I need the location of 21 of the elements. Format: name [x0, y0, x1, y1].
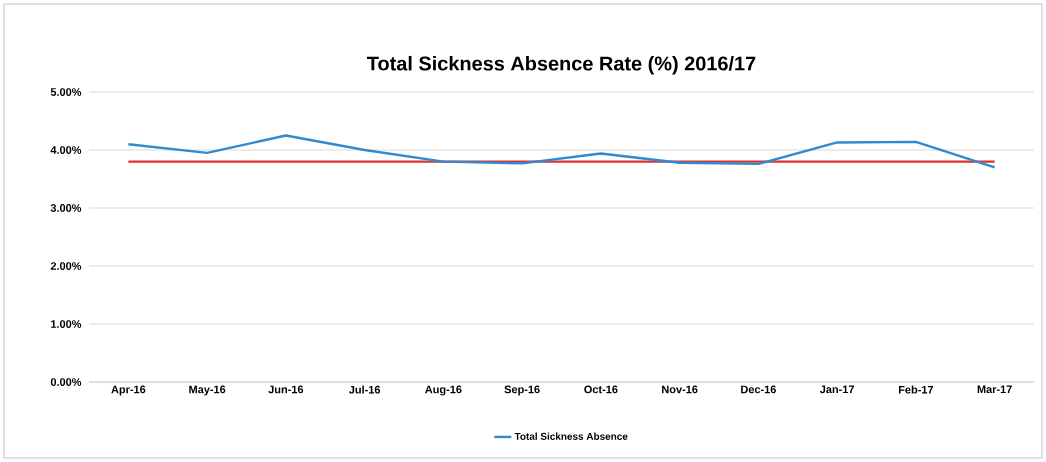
x-tick-label: Jan-17 — [819, 385, 855, 394]
x-tick-label: Jul-16 — [348, 385, 381, 394]
y-tick-label: 0.00% — [50, 378, 82, 386]
legend-label: Total Sickness Absence — [514, 432, 628, 440]
x-tick-label: Sep-16 — [504, 385, 540, 396]
x-tick-label: Nov-16 — [662, 385, 698, 394]
y-tick-label: 2.00% — [50, 262, 82, 270]
x-tick-label: May-16 — [189, 385, 226, 396]
x-tick-label: Apr-16 — [111, 385, 146, 396]
x-tick-label: Feb-17 — [898, 385, 934, 394]
y-tick-label: 3.00% — [50, 204, 82, 212]
x-tick-label: Oct-16 — [584, 385, 618, 394]
y-tick-label: 1.00% — [51, 320, 82, 328]
line-series — [127, 134, 996, 169]
x-tick-label: Dec-16 — [741, 385, 776, 394]
chart-title: Total Sickness Absence Rate (%) 2016/17 — [366, 55, 756, 75]
x-tick-label: Jun-16 — [268, 385, 304, 394]
x-tick-label: Mar-17 — [977, 385, 1012, 394]
x-tick-label: Aug-16 — [425, 385, 462, 396]
y-tick-label: 5.00% — [50, 88, 82, 96]
y-tick-label: 4.00% — [50, 146, 82, 154]
